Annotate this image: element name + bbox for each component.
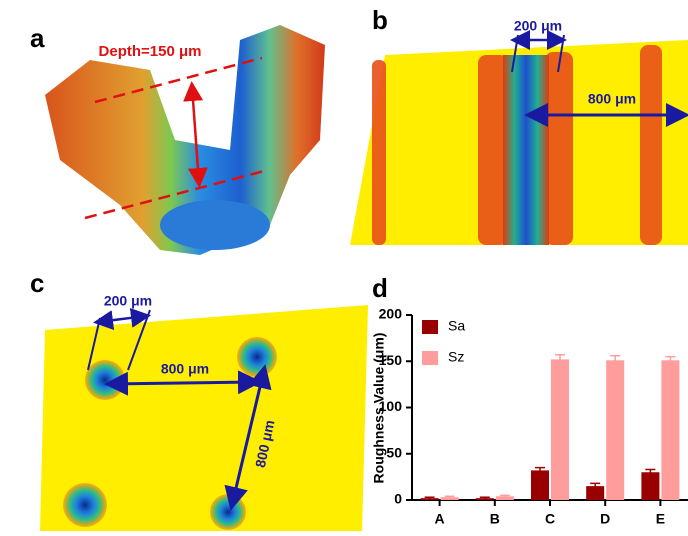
legend-label: Sz xyxy=(448,349,464,365)
panel-label: c xyxy=(30,268,44,298)
spacing-label: 800 μm xyxy=(161,361,209,377)
y-tick-label: 50 xyxy=(386,444,402,460)
depth-label: Depth=150 μm xyxy=(99,43,202,60)
hole xyxy=(85,360,125,400)
legend-swatch xyxy=(422,351,438,365)
width-label: 200 μm xyxy=(104,293,152,309)
x-tick-label: D xyxy=(600,511,610,527)
bar xyxy=(641,472,659,500)
panel-b: 200 μm 800 μm b xyxy=(350,5,688,245)
trough-bottom xyxy=(160,200,270,250)
x-tick-label: B xyxy=(490,511,500,527)
hole xyxy=(237,337,277,377)
legend-swatch xyxy=(422,320,438,334)
panel-a: Depth=150 μm a xyxy=(30,23,325,255)
y-tick-label: 200 xyxy=(379,306,403,322)
panel-label: b xyxy=(372,5,388,35)
width-arrow xyxy=(98,316,146,322)
hole xyxy=(210,494,246,530)
x-tick-label: E xyxy=(656,511,665,527)
panel-label: a xyxy=(30,23,45,53)
bar xyxy=(531,470,549,500)
x-tick-label: C xyxy=(545,511,555,527)
spacing-arrow xyxy=(110,382,256,384)
bar xyxy=(661,360,679,500)
y-tick-label: 150 xyxy=(379,352,403,368)
panel-label: d xyxy=(372,273,388,303)
bar xyxy=(551,359,569,500)
hole xyxy=(63,483,107,527)
x-tick-label: A xyxy=(435,511,445,527)
bar xyxy=(606,360,624,500)
legend-label: Sa xyxy=(448,318,465,334)
y-tick-label: 0 xyxy=(394,491,402,507)
figure: Depth=150 μm a 200 μm 800 μm b 200 μm 80… xyxy=(0,0,688,531)
panel-c: 200 μm 800 μm 800 μm c xyxy=(30,268,368,531)
width-label: 200 μm xyxy=(514,18,562,34)
spacing-label: 800 μm xyxy=(588,91,636,107)
y-tick-label: 100 xyxy=(379,398,403,414)
channel xyxy=(503,55,549,245)
